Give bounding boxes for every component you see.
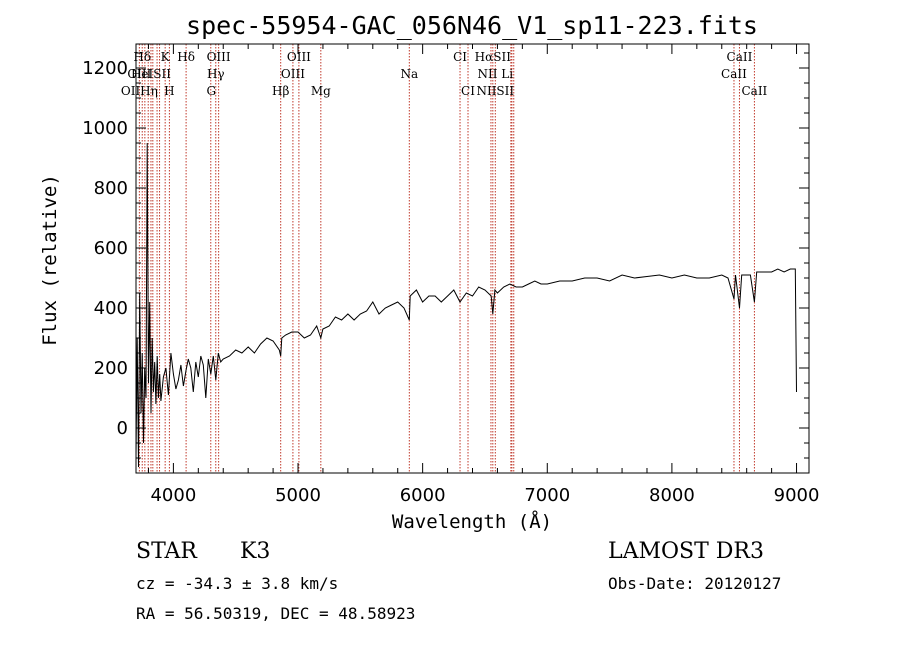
line-label: CI	[461, 84, 475, 98]
y-tick-label: 400	[94, 298, 128, 319]
x-tick-label: 9000	[774, 485, 820, 506]
line-label: OIII	[281, 67, 305, 81]
x-tick-label: 7000	[524, 485, 570, 506]
line-label: G	[206, 84, 216, 98]
line-label: HeISII	[131, 67, 171, 81]
line-label: Hγ	[207, 67, 225, 81]
line-label: Na	[400, 67, 418, 81]
x-tick-label: 8000	[649, 485, 695, 506]
x-axis-label: Wavelength (Å)	[392, 510, 552, 533]
y-axis-label: Flux (relative)	[39, 174, 61, 346]
plot-frame	[135, 43, 810, 474]
line-label: Hβ	[272, 84, 289, 98]
chart-title: spec-55954-GAC_056N46_V1_sp11-223.fits	[186, 11, 758, 40]
y-tick-label: 200	[94, 358, 128, 379]
line-label: OIII	[207, 50, 231, 64]
line-label: NII Li	[478, 67, 514, 81]
line-label: Hδ	[177, 50, 195, 64]
emission-line-markers	[138, 44, 755, 473]
line-label: CaII	[727, 50, 753, 64]
line-label: OIII	[287, 50, 311, 64]
line-label: Mg	[311, 84, 331, 98]
y-tick-label: 0	[117, 418, 128, 439]
x-tick-label: 6000	[400, 485, 446, 506]
line-label: OIIHη	[121, 84, 158, 98]
line-label: CI	[453, 50, 467, 64]
y-tick-label: 800	[94, 178, 128, 199]
line-label: HαSII	[475, 50, 512, 64]
x-tick-label: 5000	[275, 485, 321, 506]
y-tick-label: 600	[94, 238, 128, 259]
line-label: OIII	[127, 67, 151, 81]
obs-date: Obs-Date: 20120127	[608, 574, 782, 593]
line-label: NIISII	[476, 84, 514, 98]
line-label: K	[161, 50, 171, 64]
line-label: CaII	[721, 67, 747, 81]
x-tick-label: 4000	[150, 485, 196, 506]
cz-readout: cz = -34.3 ± 3.8 km/s	[136, 574, 339, 593]
y-tick-label: 1200	[82, 58, 128, 79]
y-tick-label: 1000	[82, 118, 128, 139]
coordinates: RA = 56.50319, DEC = 48.58923	[136, 604, 416, 623]
survey-label: LAMOST DR3	[608, 539, 764, 564]
class-label: STAR	[136, 539, 197, 564]
line-label: CaII	[741, 84, 767, 98]
spectrum-series-line	[135, 142, 797, 468]
axis-ticks: 4000 5000 6000 7000 8000 9000 0 200 400 600 800 100…	[82, 44, 819, 506]
subclass-label: K3	[240, 539, 271, 564]
line-label: H	[164, 84, 174, 98]
